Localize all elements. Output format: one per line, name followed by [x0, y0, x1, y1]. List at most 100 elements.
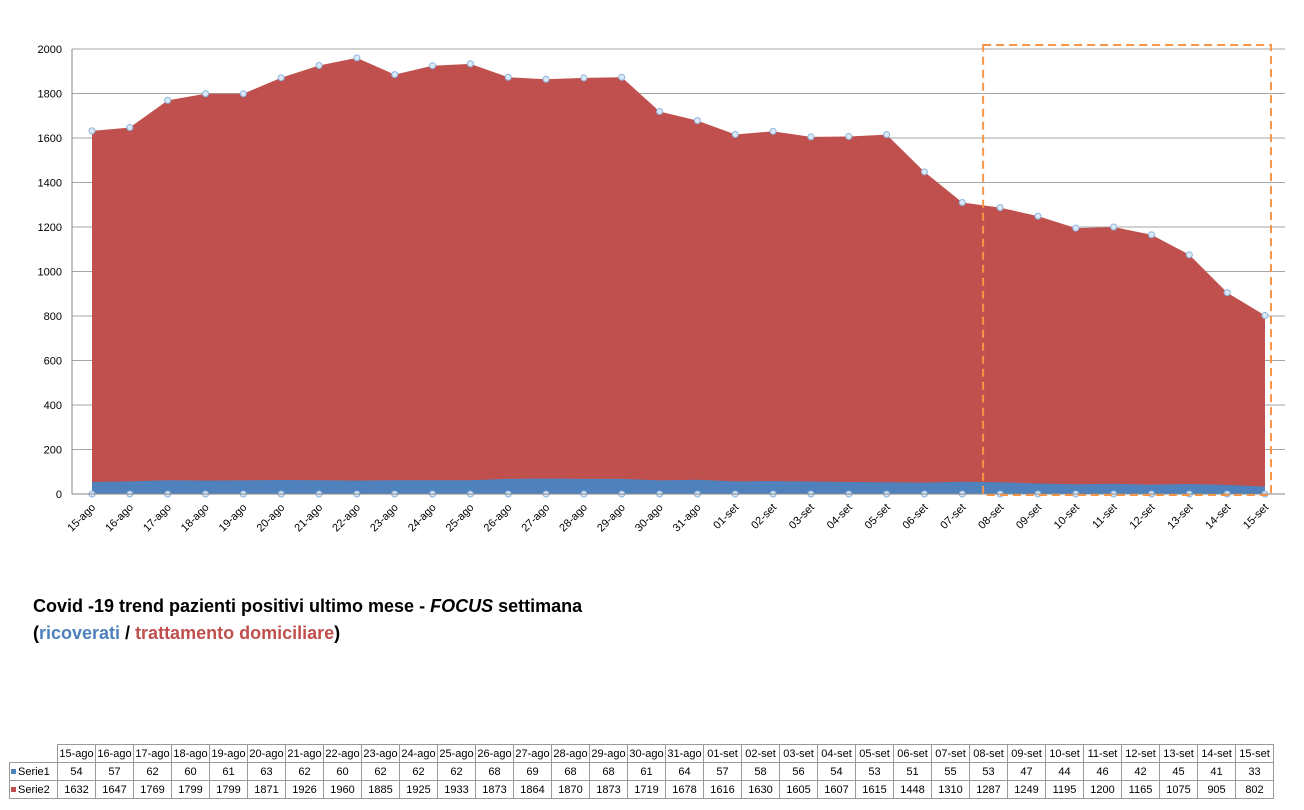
serie2-point	[1223, 289, 1231, 297]
table-header-cell: 02-set	[741, 744, 780, 763]
table-cell: 68	[551, 762, 590, 781]
x-tick-label: 31-ago	[671, 502, 704, 535]
table-cell: 62	[437, 762, 476, 781]
x-tick-label: 17-ago	[141, 502, 174, 535]
serie2-point	[996, 204, 1004, 212]
table-cell: 1799	[209, 780, 248, 799]
table-cell: 1632	[57, 780, 96, 799]
legend-key-serie1	[11, 769, 16, 775]
serie2-point	[656, 108, 664, 116]
serie2-point	[580, 74, 588, 82]
table-cell: 42	[1121, 762, 1160, 781]
table-header-cell: 04-set	[817, 744, 856, 763]
table-cell: 57	[703, 762, 742, 781]
table-cell: 1200	[1083, 780, 1122, 799]
table-cell: 47	[1007, 762, 1046, 781]
x-tick-label: 23-ago	[368, 502, 401, 535]
table-cell: 1799	[171, 780, 210, 799]
table-cell: 1769	[133, 780, 172, 799]
serie2-point	[1034, 212, 1042, 220]
x-tick-label: 14-set	[1203, 502, 1233, 532]
table-header-cell: 18-ago	[171, 744, 210, 763]
focus-week-box	[982, 44, 1272, 496]
serie2-point	[883, 131, 891, 139]
table-cell: 46	[1083, 762, 1122, 781]
table-cell: 1871	[247, 780, 286, 799]
serie2-point	[126, 124, 134, 132]
x-tick-label: 19-ago	[217, 502, 250, 535]
x-tick-label: 07-set	[938, 502, 968, 532]
serie2-point	[542, 75, 550, 83]
legend-label: Serie1	[18, 765, 50, 778]
serie2-point	[1072, 224, 1080, 232]
caption-slash: /	[120, 623, 136, 643]
table-cell: 54	[817, 762, 856, 781]
legend-label: Serie2	[18, 783, 50, 796]
serie2-point	[353, 54, 361, 62]
table-cell: 62	[399, 762, 438, 781]
x-tick-label: 11-set	[1090, 502, 1120, 532]
table-cell: 54	[57, 762, 96, 781]
table-header-cell: 06-set	[893, 744, 932, 763]
x-tick-label: 03-set	[787, 502, 817, 532]
y-tick-label: 0	[56, 489, 62, 501]
table-cell: 1870	[551, 780, 590, 799]
table-cell: 56	[779, 762, 818, 781]
serie2-point	[958, 199, 966, 207]
table-cell: 1678	[665, 780, 704, 799]
x-tick-label: 08-set	[976, 502, 1006, 532]
table-cell: 58	[741, 762, 780, 781]
table-series-label: Serie1	[9, 762, 58, 781]
serie2-point	[164, 96, 172, 104]
table-cell: 1287	[969, 780, 1008, 799]
table-cell: 1607	[817, 780, 856, 799]
x-tick-label: 25-ago	[444, 502, 477, 535]
table-header-cell: 16-ago	[95, 744, 134, 763]
table-cell: 51	[893, 762, 932, 781]
serie2-point	[88, 127, 96, 135]
table-header-row: 15-ago 16-ago 17-ago 18-ago 19-ago 20-ago 21-a…	[10, 744, 1274, 763]
table-row-serie1: Serie1 54 57 62 60 61 63 62 60 62 62 62 68 69 68 68 61 64…	[9, 762, 1274, 781]
table-cell: 1933	[437, 780, 476, 799]
x-tick-label: 18-ago	[179, 502, 212, 535]
caption-ricoverati: ricoverati	[39, 623, 121, 643]
x-tick-label: 27-ago	[519, 502, 552, 535]
table-header-cell: 17-ago	[133, 744, 172, 763]
table-series-label: Serie2	[9, 780, 58, 799]
serie2-point	[731, 130, 739, 138]
table-cell: 60	[323, 762, 362, 781]
table-corner	[10, 745, 58, 763]
table-cell: 1864	[513, 780, 552, 799]
table-header-cell: 21-ago	[285, 744, 324, 763]
table-cell: 1926	[285, 780, 324, 799]
table-cell: 53	[969, 762, 1008, 781]
data-table: 15-ago 16-ago 17-ago 18-ago 19-ago 20-ago 21-a…	[9, 744, 1274, 799]
table-cell: 53	[855, 762, 894, 781]
table-cell: 60	[171, 762, 210, 781]
caption-paren-open: (	[33, 623, 39, 643]
x-tick-label: 21-ago	[292, 502, 325, 535]
x-tick-label: 22-ago	[330, 502, 363, 535]
table-cell: 1960	[323, 780, 362, 799]
serie2-point	[504, 73, 512, 81]
table-header-cell: 30-ago	[627, 744, 666, 763]
table-cell: 69	[513, 762, 552, 781]
x-tick-label: 09-set	[1014, 502, 1044, 532]
serie2-point	[807, 133, 815, 141]
caption-title-suffix: settimana	[493, 596, 583, 616]
table-header-cell: 27-ago	[513, 744, 552, 763]
table-header-cell: 15-set	[1235, 744, 1274, 763]
table-cell: 1885	[361, 780, 400, 799]
y-tick-label: 200	[44, 445, 62, 457]
y-axis: 0 200 400 600 800 1000 1200 1400 1600 1800 2000	[38, 44, 73, 501]
table-header-cell: 23-ago	[361, 744, 400, 763]
table-cell: 1647	[95, 780, 134, 799]
table-cell: 33	[1235, 762, 1274, 781]
x-tick-label: 26-ago	[482, 502, 515, 535]
table-header-cell: 05-set	[855, 744, 894, 763]
y-tick-label: 2000	[38, 44, 62, 56]
x-tick-label: 24-ago	[406, 502, 439, 535]
table-header-cell: 28-ago	[551, 744, 590, 763]
table-cell: 1605	[779, 780, 818, 799]
area-chart: 0 200 400 600 800 1000 1200 1400 1600 1800 2000 15…	[38, 44, 1285, 535]
